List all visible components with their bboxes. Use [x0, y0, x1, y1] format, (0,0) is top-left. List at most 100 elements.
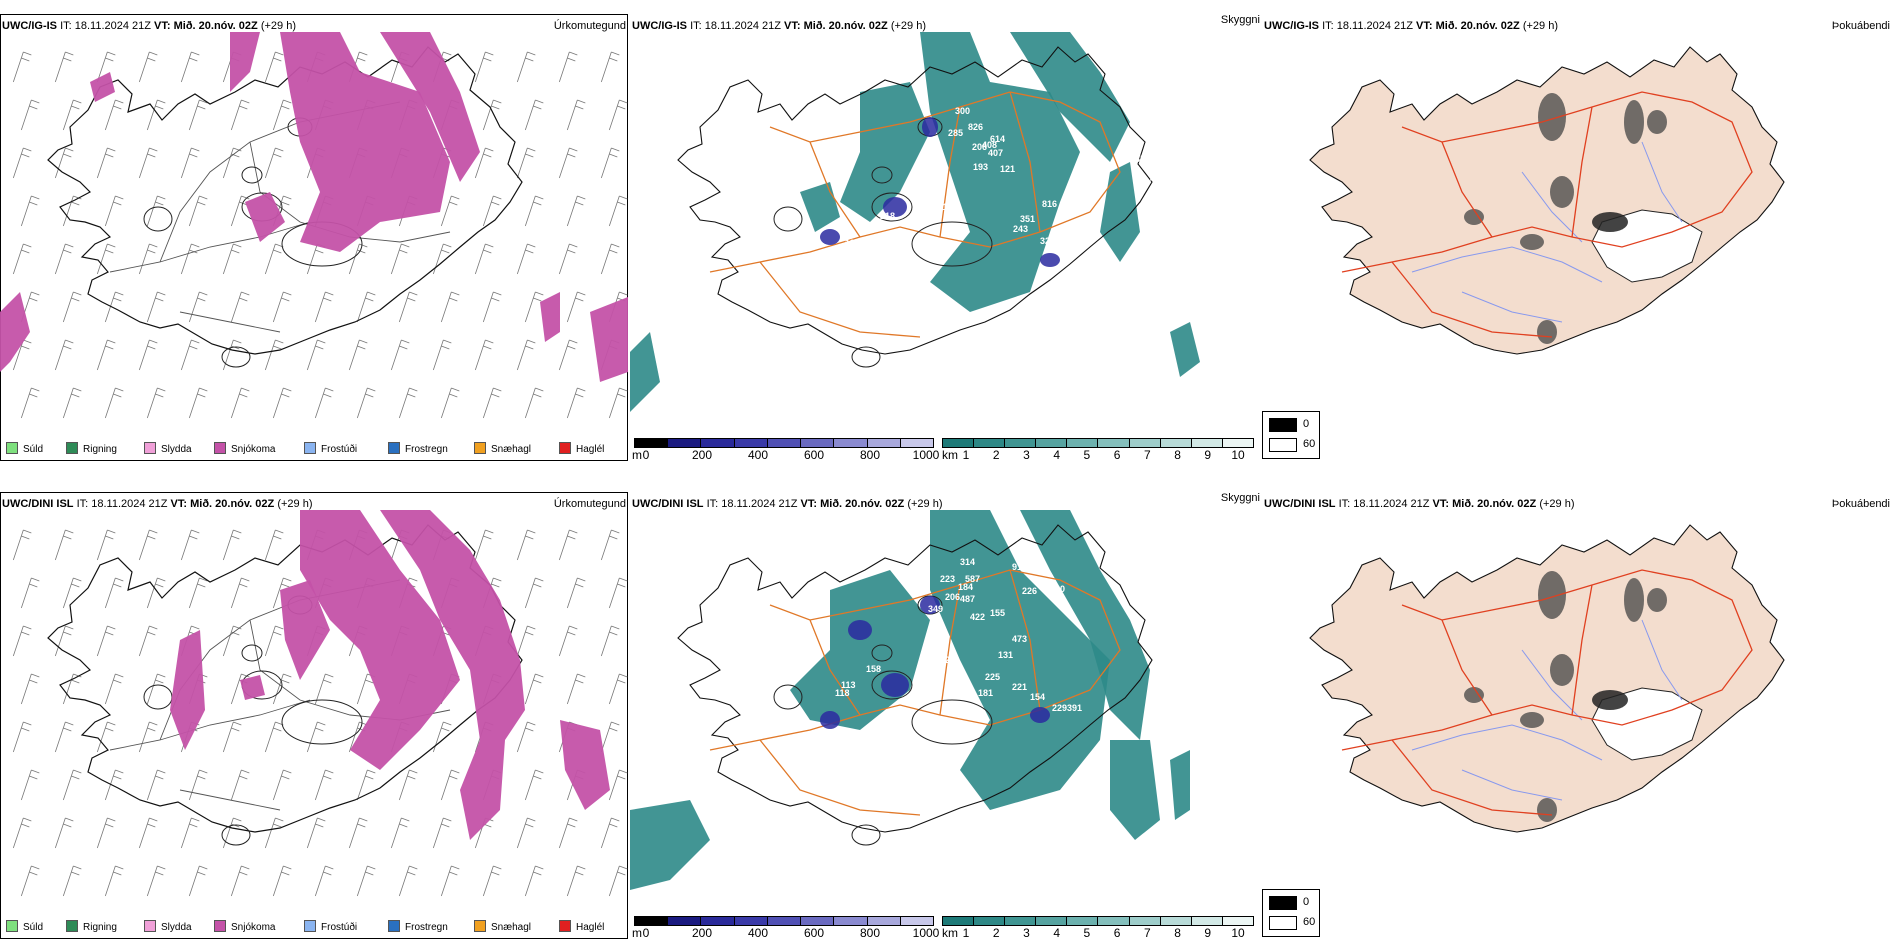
- legend-swatch: [144, 442, 156, 454]
- snow-area: [300, 510, 460, 770]
- visibility-unit: km: [942, 926, 958, 940]
- snow-area: [0, 292, 30, 372]
- low-visibility-area: [1170, 322, 1200, 377]
- wind-barb: [138, 243, 158, 275]
- wind-barb: [180, 339, 200, 371]
- cloud-base-label: 930: [1050, 584, 1065, 594]
- fog-shade: [1537, 320, 1557, 344]
- cloud-base-label: 323: [1147, 214, 1162, 224]
- glacier-outline: [871, 192, 913, 222]
- wind-barb: [558, 243, 578, 275]
- cloud-base-label: 473: [1012, 634, 1027, 644]
- ceiling-unit: m: [632, 926, 642, 940]
- wind-barb: [600, 817, 620, 849]
- wind-barb: [600, 243, 620, 275]
- cloud-base-label: 225: [965, 349, 980, 359]
- cloud-base-label: 121: [1000, 164, 1015, 174]
- wind-barb: [146, 195, 166, 227]
- low-visibility-area: [630, 800, 710, 890]
- cloud-base-label: 193: [973, 162, 988, 172]
- wind-barb: [306, 721, 326, 753]
- wind-barb: [180, 51, 200, 83]
- wind-barb: [104, 195, 124, 227]
- visibility-tick: 1: [962, 448, 970, 462]
- precip-type-map: [0, 32, 628, 419]
- visibility-tick: 4: [1053, 926, 1060, 940]
- wind-barb: [608, 673, 628, 705]
- visibility-tick: 1: [962, 926, 970, 940]
- cloud-base-label: 131: [998, 650, 1013, 660]
- wind-barb: [516, 625, 536, 657]
- cloud-base-label: 285: [948, 128, 963, 138]
- wind-barb: [146, 769, 166, 801]
- legend-label: 0: [1303, 418, 1310, 430]
- low-visibility-area: [1020, 510, 1150, 740]
- wind-barb: [516, 529, 536, 561]
- glacier-outline: [773, 684, 803, 710]
- wind-barb: [516, 147, 536, 179]
- colorbar-step: [1098, 439, 1130, 447]
- wind-barb: [12, 147, 32, 179]
- colorbar-step: [1191, 917, 1223, 925]
- colorbar-step: [801, 917, 835, 925]
- glacier-outline: [851, 346, 881, 368]
- cloud-base-label: 243: [1013, 224, 1028, 234]
- wind-barb: [188, 291, 208, 323]
- legend-item-snjókoma: Snjókoma: [214, 442, 275, 455]
- legend-item-rigning: Rigning: [66, 442, 117, 455]
- ceiling-tick: 800: [859, 926, 881, 940]
- cloud-base-label: 206: [972, 142, 987, 152]
- fog-shade: [1464, 687, 1484, 703]
- wind-barb: [314, 865, 334, 897]
- cloud-cover-legend: 0 60: [1262, 889, 1320, 937]
- wind-barb: [222, 721, 242, 753]
- legend-swatch: [559, 442, 571, 454]
- glacier-outline: [241, 644, 263, 662]
- wind-barb: [608, 387, 628, 419]
- precip-type-map: [12, 510, 628, 897]
- legend-label: Súld: [23, 444, 44, 455]
- colorbar-step: [635, 439, 669, 447]
- colorbar-step: [701, 439, 735, 447]
- wind-barb: [138, 817, 158, 849]
- wind-barb: [440, 291, 460, 323]
- wind-barb: [62, 769, 82, 801]
- wind-barb: [180, 529, 200, 561]
- wind-barb: [12, 51, 32, 83]
- wind-barb: [314, 673, 334, 705]
- panel-title: Þokuábendi: [1831, 498, 1890, 510]
- legend-swatch: [6, 442, 18, 454]
- visibility-tick: 2: [992, 448, 1000, 462]
- legend-label: Snjókoma: [231, 922, 276, 933]
- wind-barb: [20, 195, 40, 227]
- wind-barb: [272, 769, 292, 801]
- cloud-base-label: 260: [1173, 642, 1188, 652]
- fog-shade: [1647, 588, 1667, 612]
- visibility-tick: 5: [1083, 926, 1091, 940]
- wind-barb: [62, 291, 82, 323]
- ceiling-colorbar: [634, 438, 934, 448]
- wind-barb: [432, 817, 452, 849]
- snow-area: [380, 32, 480, 182]
- ceiling-tick: 0: [642, 926, 650, 940]
- wind-barb: [146, 865, 166, 897]
- fog-panel-top: UWC/IG-IS IT: 18.11.2024 21Z VT: Mið. 20…: [1262, 0, 1900, 475]
- legend-item-slydda: Slydda: [144, 920, 192, 933]
- cloud-base-label: 331: [1175, 654, 1190, 664]
- legend-label: Haglél: [576, 444, 605, 455]
- coastline: [677, 524, 1153, 833]
- wind-barb: [264, 147, 284, 179]
- wind-barb: [524, 865, 544, 897]
- wind-barb: [96, 51, 116, 83]
- visibility-tick: 5: [1083, 448, 1091, 462]
- legend-label: Rigning: [83, 922, 117, 933]
- wind-barb: [314, 291, 334, 323]
- precip-legend: Súld Rigning Slydda Snjókoma Frostúði Frostre…: [2, 916, 626, 936]
- wind-barb: [12, 529, 32, 561]
- cloud-base-label: 218: [880, 211, 895, 221]
- colorbar-step: [1098, 917, 1130, 925]
- low-ceiling-area: [820, 711, 840, 729]
- cloud-base-label: 530: [1177, 619, 1192, 629]
- coastline: [677, 46, 1153, 355]
- glacier-outline: [241, 166, 263, 184]
